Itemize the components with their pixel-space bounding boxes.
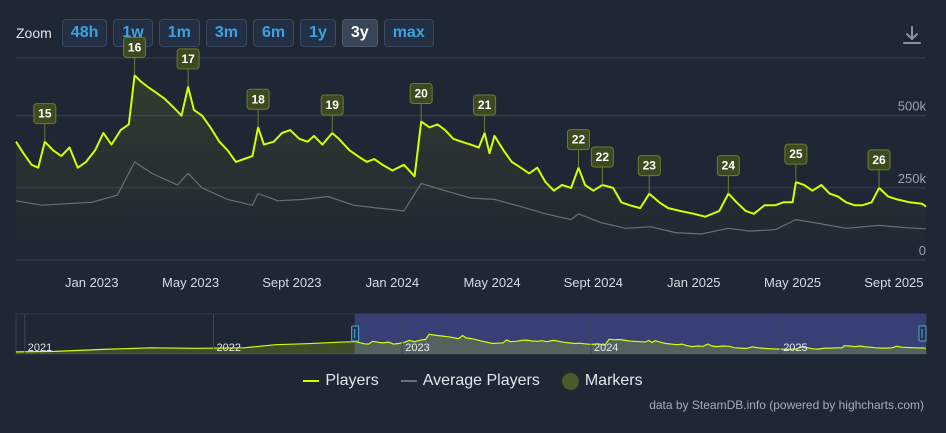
zoom-1m-button[interactable]: 1m bbox=[158, 19, 200, 47]
download-icon bbox=[903, 26, 921, 44]
marker-box bbox=[123, 36, 147, 58]
marker-box bbox=[637, 155, 661, 177]
y-tick-label: 250k bbox=[898, 171, 927, 186]
marker-flag[interactable]: 16 bbox=[123, 36, 147, 76]
players-line[interactable] bbox=[15, 74, 927, 218]
marker-label: 24 bbox=[722, 159, 736, 173]
legend-item-markers[interactable]: Markers bbox=[561, 372, 643, 390]
zoom-48h-button[interactable]: 48h bbox=[61, 19, 108, 47]
marker-label: 16 bbox=[128, 40, 142, 54]
marker-label: 17 bbox=[181, 52, 195, 66]
marker-box bbox=[867, 149, 891, 171]
zoom-max-button[interactable]: max bbox=[383, 19, 434, 47]
navigator-year-label: 2024 bbox=[594, 342, 618, 354]
average-players-series bbox=[15, 161, 927, 235]
x-tick-label: Sept 2025 bbox=[864, 275, 923, 290]
average-players-line[interactable] bbox=[15, 161, 927, 235]
marker-box bbox=[33, 103, 57, 125]
marker-label: 21 bbox=[478, 98, 492, 112]
navigator-area bbox=[16, 334, 926, 354]
x-tick-label: Sept 2024 bbox=[564, 275, 623, 290]
marker-label: 20 bbox=[414, 86, 428, 100]
marker-box bbox=[590, 146, 614, 168]
navigator-right-handle[interactable] bbox=[918, 325, 927, 342]
navigator-year-label: 2025 bbox=[783, 342, 807, 354]
legend-players-label: Players bbox=[325, 372, 379, 389]
marker-flag[interactable]: 19 bbox=[320, 94, 344, 134]
marker-flag[interactable]: 23 bbox=[637, 155, 661, 194]
marker-flag[interactable]: 25 bbox=[784, 143, 808, 183]
x-tick-label: Jan 2024 bbox=[366, 275, 420, 290]
x-tick-label: May 2025 bbox=[764, 275, 821, 290]
x-tick-label: May 2024 bbox=[463, 275, 520, 290]
marker-flag[interactable]: 24 bbox=[716, 155, 740, 194]
download-button[interactable] bbox=[898, 22, 926, 50]
zoom-bar: Zoom 48h 1w 1m 3m 6m 1y 3y max bbox=[16, 18, 434, 48]
x-tick-label: Jan 2025 bbox=[667, 275, 721, 290]
marker-box bbox=[784, 143, 808, 165]
marker-flag[interactable]: 26 bbox=[867, 149, 891, 188]
marker-label: 23 bbox=[643, 159, 657, 173]
marker-label: 26 bbox=[872, 153, 886, 167]
players-area bbox=[16, 75, 926, 260]
credits-text[interactable]: data by SteamDB.info (powered by highcha… bbox=[649, 398, 924, 412]
marker-label: 22 bbox=[572, 133, 586, 147]
zoom-label: Zoom bbox=[16, 25, 52, 41]
marker-box bbox=[320, 94, 344, 116]
zoom-6m-button[interactable]: 6m bbox=[252, 19, 295, 47]
marker-box bbox=[409, 82, 433, 104]
marker-box bbox=[176, 48, 200, 70]
marker-flag[interactable]: 17 bbox=[176, 48, 200, 87]
marker-label: 15 bbox=[38, 107, 52, 121]
marker-label: 22 bbox=[596, 150, 610, 164]
navigator-left-handle[interactable] bbox=[351, 325, 360, 342]
x-tick-label: Jan 2023 bbox=[65, 275, 119, 290]
y-tick-label: 500k bbox=[898, 99, 927, 114]
marker-flag[interactable]: 15 bbox=[33, 103, 57, 142]
marker-flag[interactable]: 22 bbox=[566, 129, 590, 168]
zoom-1w-button[interactable]: 1w bbox=[113, 19, 153, 47]
navigator[interactable]: 2021 2022 2023 2024 2025 bbox=[0, 308, 946, 358]
players-series bbox=[15, 74, 927, 218]
legend-item-players[interactable]: Players bbox=[303, 372, 379, 390]
marker-label: 18 bbox=[251, 92, 265, 106]
marker-dot-swatch bbox=[561, 372, 579, 390]
marker-box bbox=[566, 129, 590, 151]
marker-flag[interactable]: 22 bbox=[590, 146, 614, 185]
markers-series: 15 16 17 18 19 20 21 22 22 23 24 25 26 bbox=[33, 36, 891, 194]
marker-label: 25 bbox=[789, 147, 803, 161]
x-tick-label: Sept 2023 bbox=[262, 275, 321, 290]
marker-flag[interactable]: 21 bbox=[473, 94, 497, 134]
zoom-3y-button[interactable]: 3y bbox=[341, 19, 378, 47]
legend: Players Average Players Markers bbox=[0, 372, 946, 390]
navigator-year-label: 2023 bbox=[405, 342, 429, 354]
marker-box bbox=[716, 155, 740, 177]
x-axis-labels: Jan 2023 May 2023 Sept 2023 Jan 2024 May 202… bbox=[65, 275, 924, 290]
navigator-year-label: 2022 bbox=[217, 342, 241, 354]
zoom-3m-button[interactable]: 3m bbox=[205, 19, 247, 47]
marker-box bbox=[473, 94, 497, 116]
marker-box bbox=[246, 88, 270, 110]
players-area-fill bbox=[16, 75, 926, 260]
marker-flag[interactable]: 18 bbox=[246, 88, 270, 128]
navigator-year-label: 2021 bbox=[28, 342, 52, 354]
zoom-1y-button[interactable]: 1y bbox=[300, 19, 336, 47]
navigator-selection[interactable] bbox=[354, 314, 926, 354]
legend-markers-label: Markers bbox=[584, 372, 643, 389]
x-tick-label: May 2023 bbox=[162, 275, 219, 290]
legend-item-average-players[interactable]: Average Players bbox=[400, 372, 540, 390]
average-line-swatch bbox=[400, 380, 417, 382]
marker-label: 19 bbox=[326, 98, 340, 112]
players-line-swatch bbox=[303, 380, 320, 382]
marker-flag[interactable]: 20 bbox=[409, 82, 433, 122]
legend-average-label: Average Players bbox=[422, 372, 540, 389]
